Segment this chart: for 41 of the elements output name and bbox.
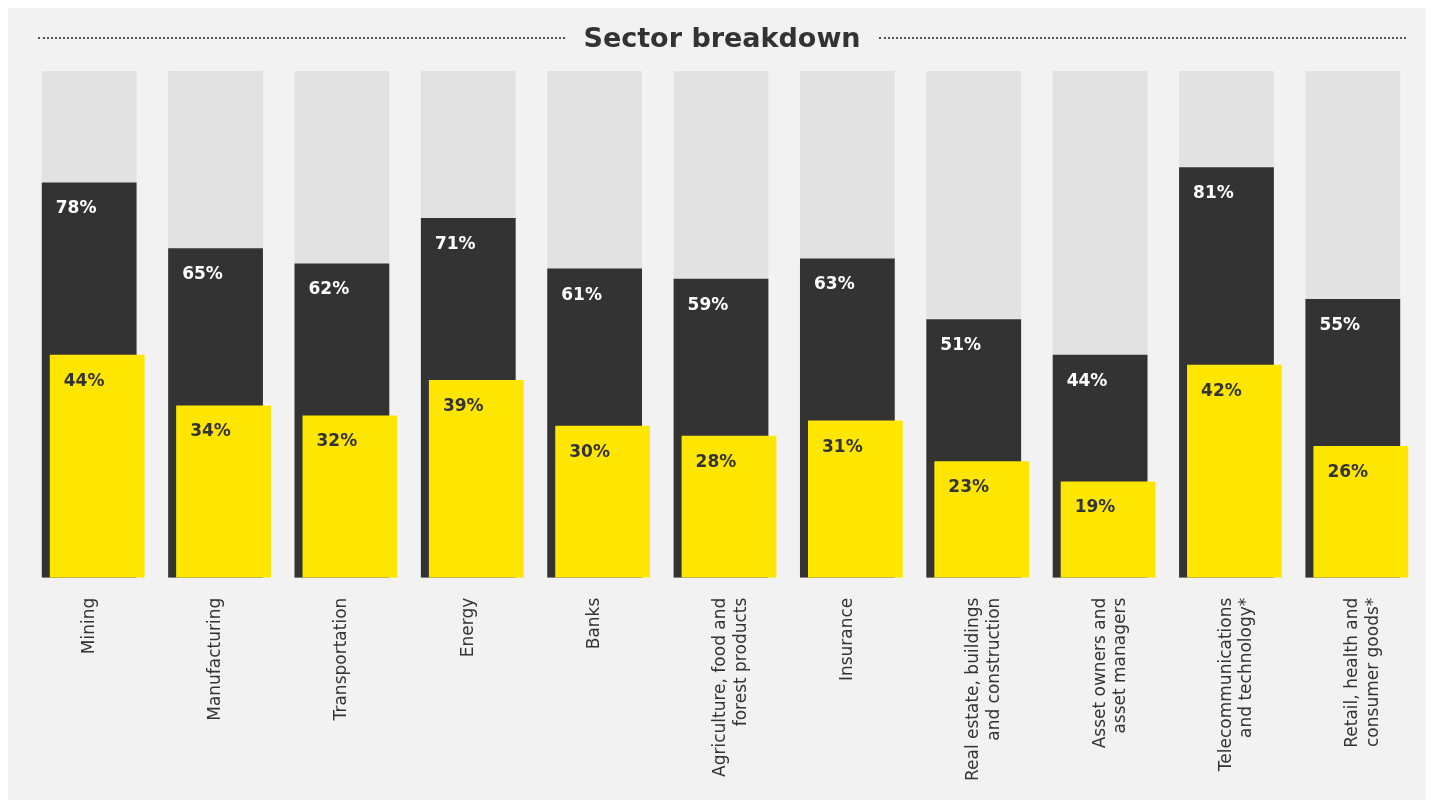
bar (555, 425, 651, 578)
data-label: 61% (561, 283, 602, 304)
data-label: 44% (63, 369, 105, 390)
data-label: 23% (948, 476, 990, 497)
bar (1060, 481, 1156, 578)
data-label: 62% (308, 278, 350, 299)
data-label: 34% (190, 420, 231, 441)
data-label: 30% (569, 440, 610, 461)
x-tick-label: Mining (77, 597, 98, 655)
data-label: 81% (1193, 182, 1234, 203)
data-label: 26% (1327, 460, 1369, 481)
x-tick-label: Agriculture, food and forest products (709, 597, 750, 777)
x-tick-label: Manufacturing (203, 597, 224, 721)
data-label: 42% (1201, 379, 1242, 400)
x-tick-label: Real estate, buildings and construction (962, 597, 1003, 782)
data-label: 31% (821, 435, 863, 456)
bar (807, 420, 903, 578)
data-label: 44% (1066, 369, 1108, 390)
x-tick-label: Insurance (835, 597, 856, 682)
data-label: 55% (1319, 313, 1361, 334)
data-label: 19% (1074, 496, 1116, 517)
data-label: 71% (434, 232, 476, 253)
data-label: 32% (316, 430, 358, 451)
data-label: 51% (940, 334, 982, 355)
bar (934, 461, 1030, 578)
data-label: 63% (813, 273, 855, 294)
bar (176, 405, 271, 578)
bar (302, 415, 398, 578)
data-label: 78% (55, 197, 97, 218)
bar (428, 380, 524, 578)
chart-title: Sector breakdown (582, 22, 862, 53)
bar (49, 354, 145, 578)
data-label: 65% (182, 263, 223, 284)
data-label: 39% (442, 394, 484, 415)
bar (1313, 445, 1409, 578)
data-label: 28% (695, 450, 737, 471)
x-tick-label: Banks (583, 597, 604, 650)
bar (681, 435, 777, 578)
x-tick-label: Energy (456, 597, 477, 658)
x-tick-label: Transportation (330, 597, 351, 722)
data-label: 59% (687, 293, 729, 314)
